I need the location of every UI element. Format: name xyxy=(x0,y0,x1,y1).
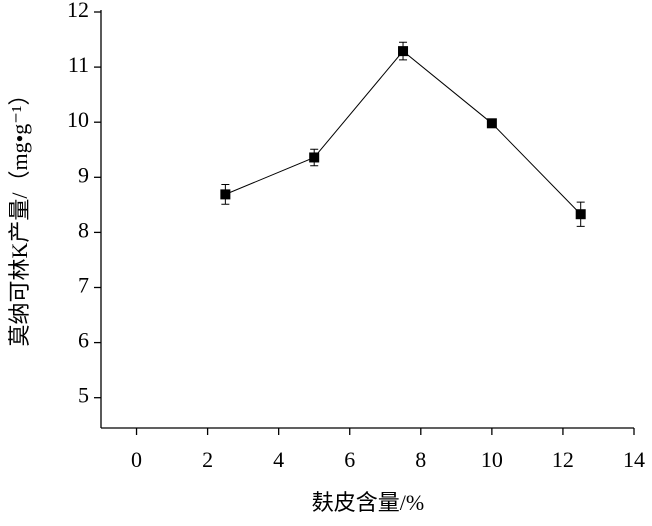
x-tick-label: 6 xyxy=(344,447,355,472)
y-tick-label: 12 xyxy=(67,0,89,22)
x-tick-label: 8 xyxy=(415,447,426,472)
y-tick-label: 11 xyxy=(68,52,89,77)
x-tick-label: 12 xyxy=(552,447,574,472)
y-tick-label: 9 xyxy=(78,162,89,187)
y-axis-label: 莫纳可林K产量/（mg•g⁻¹） xyxy=(7,83,32,346)
x-tick-label: 14 xyxy=(623,447,645,472)
x-tick-label: 0 xyxy=(131,447,142,472)
y-tick-label: 10 xyxy=(67,107,89,132)
x-tick-label: 2 xyxy=(202,447,213,472)
y-tick-label: 7 xyxy=(78,273,89,298)
line xyxy=(225,50,582,215)
y-tick-label: 6 xyxy=(78,328,89,353)
marker xyxy=(309,152,320,163)
y-tick-label: 5 xyxy=(78,383,89,408)
marker xyxy=(486,118,497,129)
marker xyxy=(575,209,586,220)
marker xyxy=(398,46,409,57)
y-tick-label: 8 xyxy=(78,217,89,242)
x-tick-label: 10 xyxy=(481,447,503,472)
marker xyxy=(220,189,231,200)
x-tick-label: 4 xyxy=(273,447,284,472)
x-axis-label: 麸皮含量/% xyxy=(312,490,424,515)
